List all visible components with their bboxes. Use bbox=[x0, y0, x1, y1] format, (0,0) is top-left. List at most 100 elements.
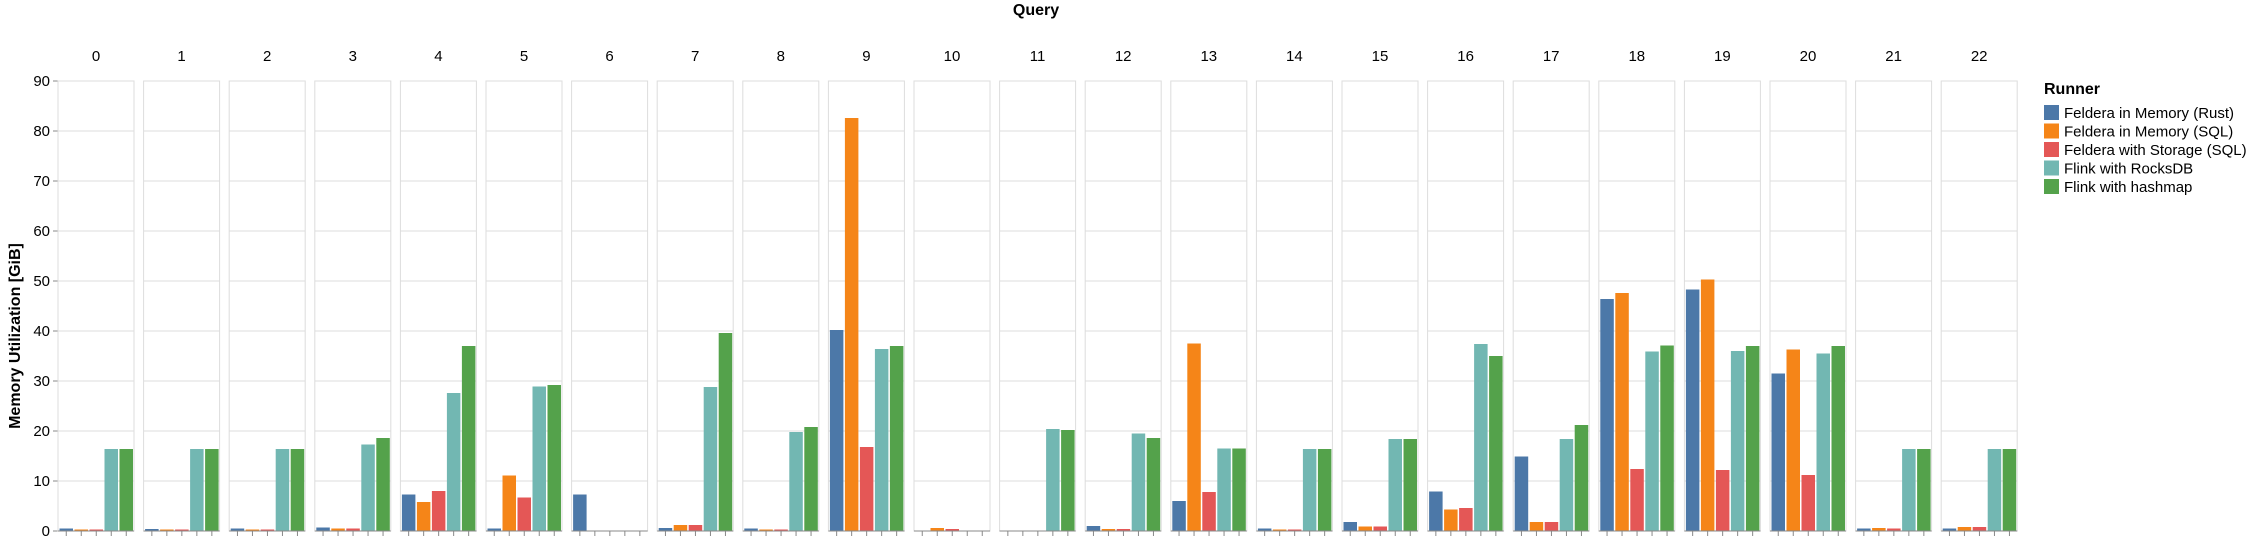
bar bbox=[718, 333, 733, 531]
bar bbox=[1972, 527, 1987, 531]
bar bbox=[1187, 343, 1201, 531]
bar bbox=[502, 475, 516, 531]
facet-label: 17 bbox=[1543, 48, 1560, 65]
bar bbox=[1232, 448, 1246, 531]
bar bbox=[190, 449, 204, 531]
bar bbox=[1615, 293, 1629, 531]
bar bbox=[1343, 522, 1357, 531]
facet-label: 21 bbox=[1885, 48, 1902, 65]
bar bbox=[1489, 356, 1503, 531]
bar bbox=[1388, 439, 1402, 531]
bar bbox=[1086, 526, 1101, 531]
bar bbox=[1987, 449, 2002, 531]
y-tick-label: 30 bbox=[33, 373, 50, 390]
bar bbox=[1459, 508, 1473, 531]
y-tick-label: 10 bbox=[33, 473, 50, 490]
bar bbox=[1544, 522, 1559, 531]
bar bbox=[945, 529, 959, 531]
facet-label: 1 bbox=[177, 48, 185, 65]
facet-panel-22: 22 bbox=[1940, 48, 2018, 536]
bar bbox=[573, 494, 587, 531]
facet-label: 7 bbox=[691, 48, 699, 65]
bar bbox=[517, 497, 531, 531]
legend-item: Feldera with Storage (SQL) bbox=[2044, 142, 2247, 159]
bar bbox=[688, 525, 703, 531]
bar bbox=[1801, 475, 1815, 531]
bar bbox=[703, 387, 718, 531]
bar bbox=[1574, 425, 1589, 531]
bar bbox=[1730, 351, 1745, 531]
bar bbox=[230, 528, 245, 531]
bar bbox=[205, 449, 219, 531]
bar bbox=[1302, 449, 1317, 531]
bar bbox=[1786, 349, 1800, 531]
bar bbox=[1131, 433, 1146, 531]
bar bbox=[290, 449, 305, 531]
bar bbox=[376, 438, 390, 531]
bar bbox=[804, 427, 818, 531]
bar bbox=[1771, 373, 1785, 531]
facet-panel-18: 18 bbox=[1598, 48, 1676, 536]
bar bbox=[1358, 526, 1372, 531]
bar bbox=[1529, 522, 1544, 531]
y-tick-label: 50 bbox=[33, 273, 50, 290]
bar bbox=[1660, 345, 1674, 531]
legend-swatch bbox=[2044, 142, 2059, 157]
bar bbox=[416, 502, 431, 531]
facet-label: 13 bbox=[1200, 48, 1217, 65]
legend-label: Flink with RocksDB bbox=[2064, 161, 2193, 178]
bar bbox=[658, 528, 673, 531]
bar bbox=[1444, 509, 1458, 531]
legend-swatch bbox=[2044, 160, 2059, 176]
bar bbox=[1046, 429, 1060, 531]
facet-label: 12 bbox=[1115, 48, 1132, 65]
facet-panel-20: 20 bbox=[1769, 48, 1847, 536]
legend-label: Feldera in Memory (Rust) bbox=[2064, 105, 2234, 122]
bar bbox=[844, 118, 859, 531]
legend-label: Flink with hashmap bbox=[2064, 179, 2192, 196]
bar bbox=[1715, 470, 1730, 531]
bar bbox=[547, 385, 561, 531]
bar bbox=[874, 349, 889, 531]
bar bbox=[1373, 526, 1387, 531]
bar bbox=[59, 528, 73, 531]
facet-label: 16 bbox=[1457, 48, 1474, 65]
bar bbox=[1116, 529, 1131, 531]
bar bbox=[119, 449, 133, 531]
bar bbox=[401, 494, 416, 531]
facet-panel-14: 14 bbox=[1255, 48, 1333, 536]
bar bbox=[1146, 438, 1161, 531]
facet-label: 11 bbox=[1030, 48, 1046, 65]
facet-label: 15 bbox=[1372, 48, 1389, 65]
y-tick-label: 60 bbox=[33, 223, 50, 240]
legend-item: Flink with hashmap bbox=[2044, 179, 2192, 196]
facet-panel-11: 11 bbox=[999, 48, 1077, 536]
bar bbox=[1287, 529, 1302, 531]
bar bbox=[1272, 529, 1287, 531]
bar bbox=[1202, 492, 1216, 531]
facet-label: 18 bbox=[1628, 48, 1645, 65]
facet-panel-5: 5 bbox=[485, 48, 563, 536]
bar bbox=[1514, 456, 1529, 531]
facet-label: 3 bbox=[349, 48, 357, 65]
bar bbox=[175, 529, 189, 531]
bar bbox=[829, 330, 844, 531]
facet-panel-1: 1 bbox=[143, 48, 221, 536]
facet-label: 4 bbox=[434, 48, 442, 65]
bar bbox=[789, 432, 803, 531]
bar bbox=[145, 529, 159, 531]
facet-panel-19: 19 bbox=[1683, 48, 1761, 536]
bar bbox=[1957, 527, 1972, 531]
legend-swatch bbox=[2044, 123, 2059, 139]
facet-panel-8: 8 bbox=[742, 48, 820, 536]
facet-panel-15: 15 bbox=[1341, 48, 1419, 536]
y-tick-label: 20 bbox=[33, 423, 50, 440]
legend-swatch bbox=[2044, 179, 2059, 194]
facet-label: 8 bbox=[777, 48, 785, 65]
facet-title: Query bbox=[1013, 2, 1059, 19]
bar bbox=[1745, 346, 1760, 531]
bar bbox=[1700, 279, 1715, 531]
bar bbox=[1317, 449, 1332, 531]
